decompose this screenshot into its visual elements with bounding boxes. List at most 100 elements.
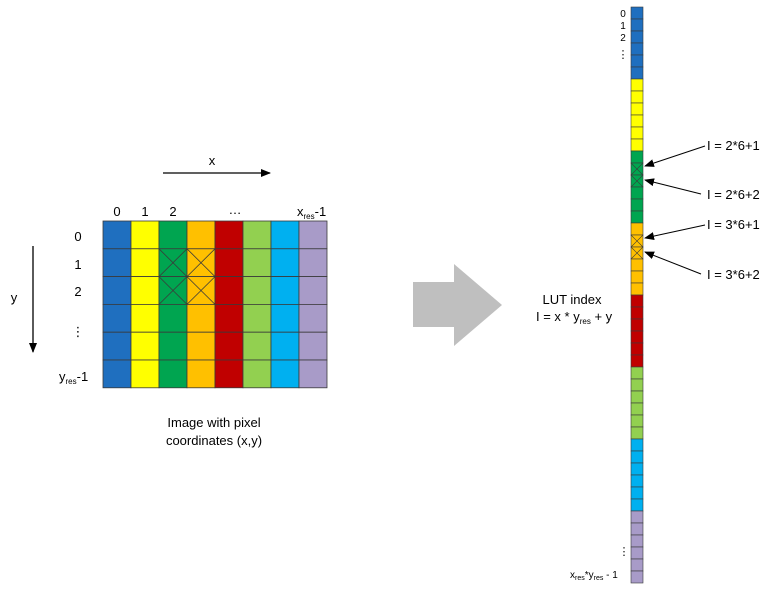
lut-cell: [630, 342, 644, 356]
lut-cell: [630, 318, 644, 332]
lut-cell: [630, 66, 644, 80]
callout-label-3: I = 3*6+1: [707, 217, 760, 232]
lut-cell: [630, 414, 644, 428]
pixel-cell: [242, 359, 272, 389]
pixel-cell: [186, 331, 216, 361]
lut-label-dots: ⋮: [618, 49, 629, 61]
pixel-cross-line: [158, 248, 188, 277]
lut-cell: [630, 378, 644, 392]
pixel-cell: [130, 220, 160, 250]
pixel-cell: [214, 248, 244, 278]
pixel-cell: [102, 359, 132, 389]
pixel-cell: [186, 220, 216, 250]
lut-strip: [630, 6, 644, 584]
lut-cell: [630, 102, 644, 116]
column-label-0: 0: [113, 204, 120, 219]
lut-cross-line: [630, 174, 644, 188]
pixel-cell: [270, 248, 300, 278]
lut-cell: [630, 282, 644, 296]
pixel-cell: [186, 359, 216, 389]
pixel-cell: [130, 276, 160, 305]
lut-cell: [630, 126, 644, 140]
lut-cell: [630, 390, 644, 404]
lut-label-1: 1: [620, 21, 626, 32]
pixel-cross-line: [186, 276, 216, 305]
pixel-cell: [298, 248, 328, 278]
transform-arrow-icon: [413, 264, 502, 346]
pixel-cell: [102, 276, 132, 305]
grid-caption-line2: coordinates (x,y): [166, 433, 262, 448]
pixel-cell: [158, 331, 188, 361]
lut-cell: [630, 210, 644, 224]
lut-cell: [630, 138, 644, 152]
pixel-cell: [214, 276, 244, 305]
pixel-cell: [130, 248, 160, 278]
lut-cell: [630, 222, 644, 236]
lut-cross-line: [630, 162, 644, 176]
callout-label-4: I = 3*6+2: [707, 267, 760, 282]
pixel-cell: [102, 331, 132, 361]
pixel-grid: [102, 220, 328, 389]
pixel-cell: [102, 303, 132, 333]
pixel-cell: [130, 359, 160, 389]
pixel-cell: [130, 303, 160, 333]
lut-formula: I = x * yres + y: [536, 309, 613, 326]
lut-cell: [630, 6, 644, 20]
lut-label-0: 0: [620, 9, 626, 20]
callout-label-1: I = 2*6+1: [707, 138, 760, 153]
row-label-1: 1: [74, 257, 81, 272]
pixel-cell: [298, 331, 328, 361]
lut-cell: [630, 366, 644, 380]
pixel-cell: [214, 220, 244, 250]
lut-cell: [630, 354, 644, 368]
pixel-cell: [102, 248, 132, 278]
pixel-cell: [298, 303, 328, 333]
pixel-cross-line: [158, 276, 188, 305]
pixel-cell: [242, 303, 272, 333]
pixel-cell: [242, 276, 272, 305]
x-axis-label: x: [209, 153, 216, 168]
lut-cell: [630, 474, 644, 488]
lut-cell: [630, 570, 644, 584]
row-label-dots: ⋮: [72, 324, 85, 339]
lut-cell: [630, 330, 644, 344]
lut-cell: [630, 186, 644, 200]
callout-arrow-1: [644, 145, 706, 167]
pixel-cell: [102, 220, 132, 250]
lut-cell: [630, 30, 644, 44]
column-label-last: xres-1: [297, 204, 326, 221]
lut-cell: [630, 522, 644, 536]
lut-cell: [630, 42, 644, 56]
lut-cell: [630, 78, 644, 92]
lut-cell: [630, 426, 644, 440]
pixel-cell: [158, 303, 188, 333]
lut-cell: [630, 90, 644, 104]
lut-label-2: 2: [620, 33, 626, 44]
lut-cell: [630, 546, 644, 560]
lut-title: LUT index: [542, 292, 602, 307]
pixel-cell: [270, 331, 300, 361]
row-label-0: 0: [74, 229, 81, 244]
lut-cell: [630, 450, 644, 464]
lut-cell: [630, 270, 644, 284]
pixel-cell: [242, 248, 272, 278]
pixel-cell: [270, 303, 300, 333]
pixel-cell: [298, 276, 328, 305]
pixel-cell: [242, 331, 272, 361]
grid-caption-line1: Image with pixel: [167, 415, 260, 430]
lut-cell: [630, 294, 644, 308]
pixel-cell: [158, 359, 188, 389]
lut-cell: [630, 510, 644, 524]
lut-cell: [630, 306, 644, 320]
lut-cell: [630, 438, 644, 452]
lut-cross-line: [630, 246, 644, 260]
lut-cell: [630, 18, 644, 32]
lut-bottom-dots: ⋮: [619, 546, 630, 558]
pixel-cell: [214, 359, 244, 389]
lut-cell: [630, 558, 644, 572]
pixel-cell: [298, 359, 328, 389]
pixel-cell: [270, 276, 300, 305]
lut-cell: [630, 258, 644, 272]
row-label-last: yres-1: [59, 369, 88, 386]
